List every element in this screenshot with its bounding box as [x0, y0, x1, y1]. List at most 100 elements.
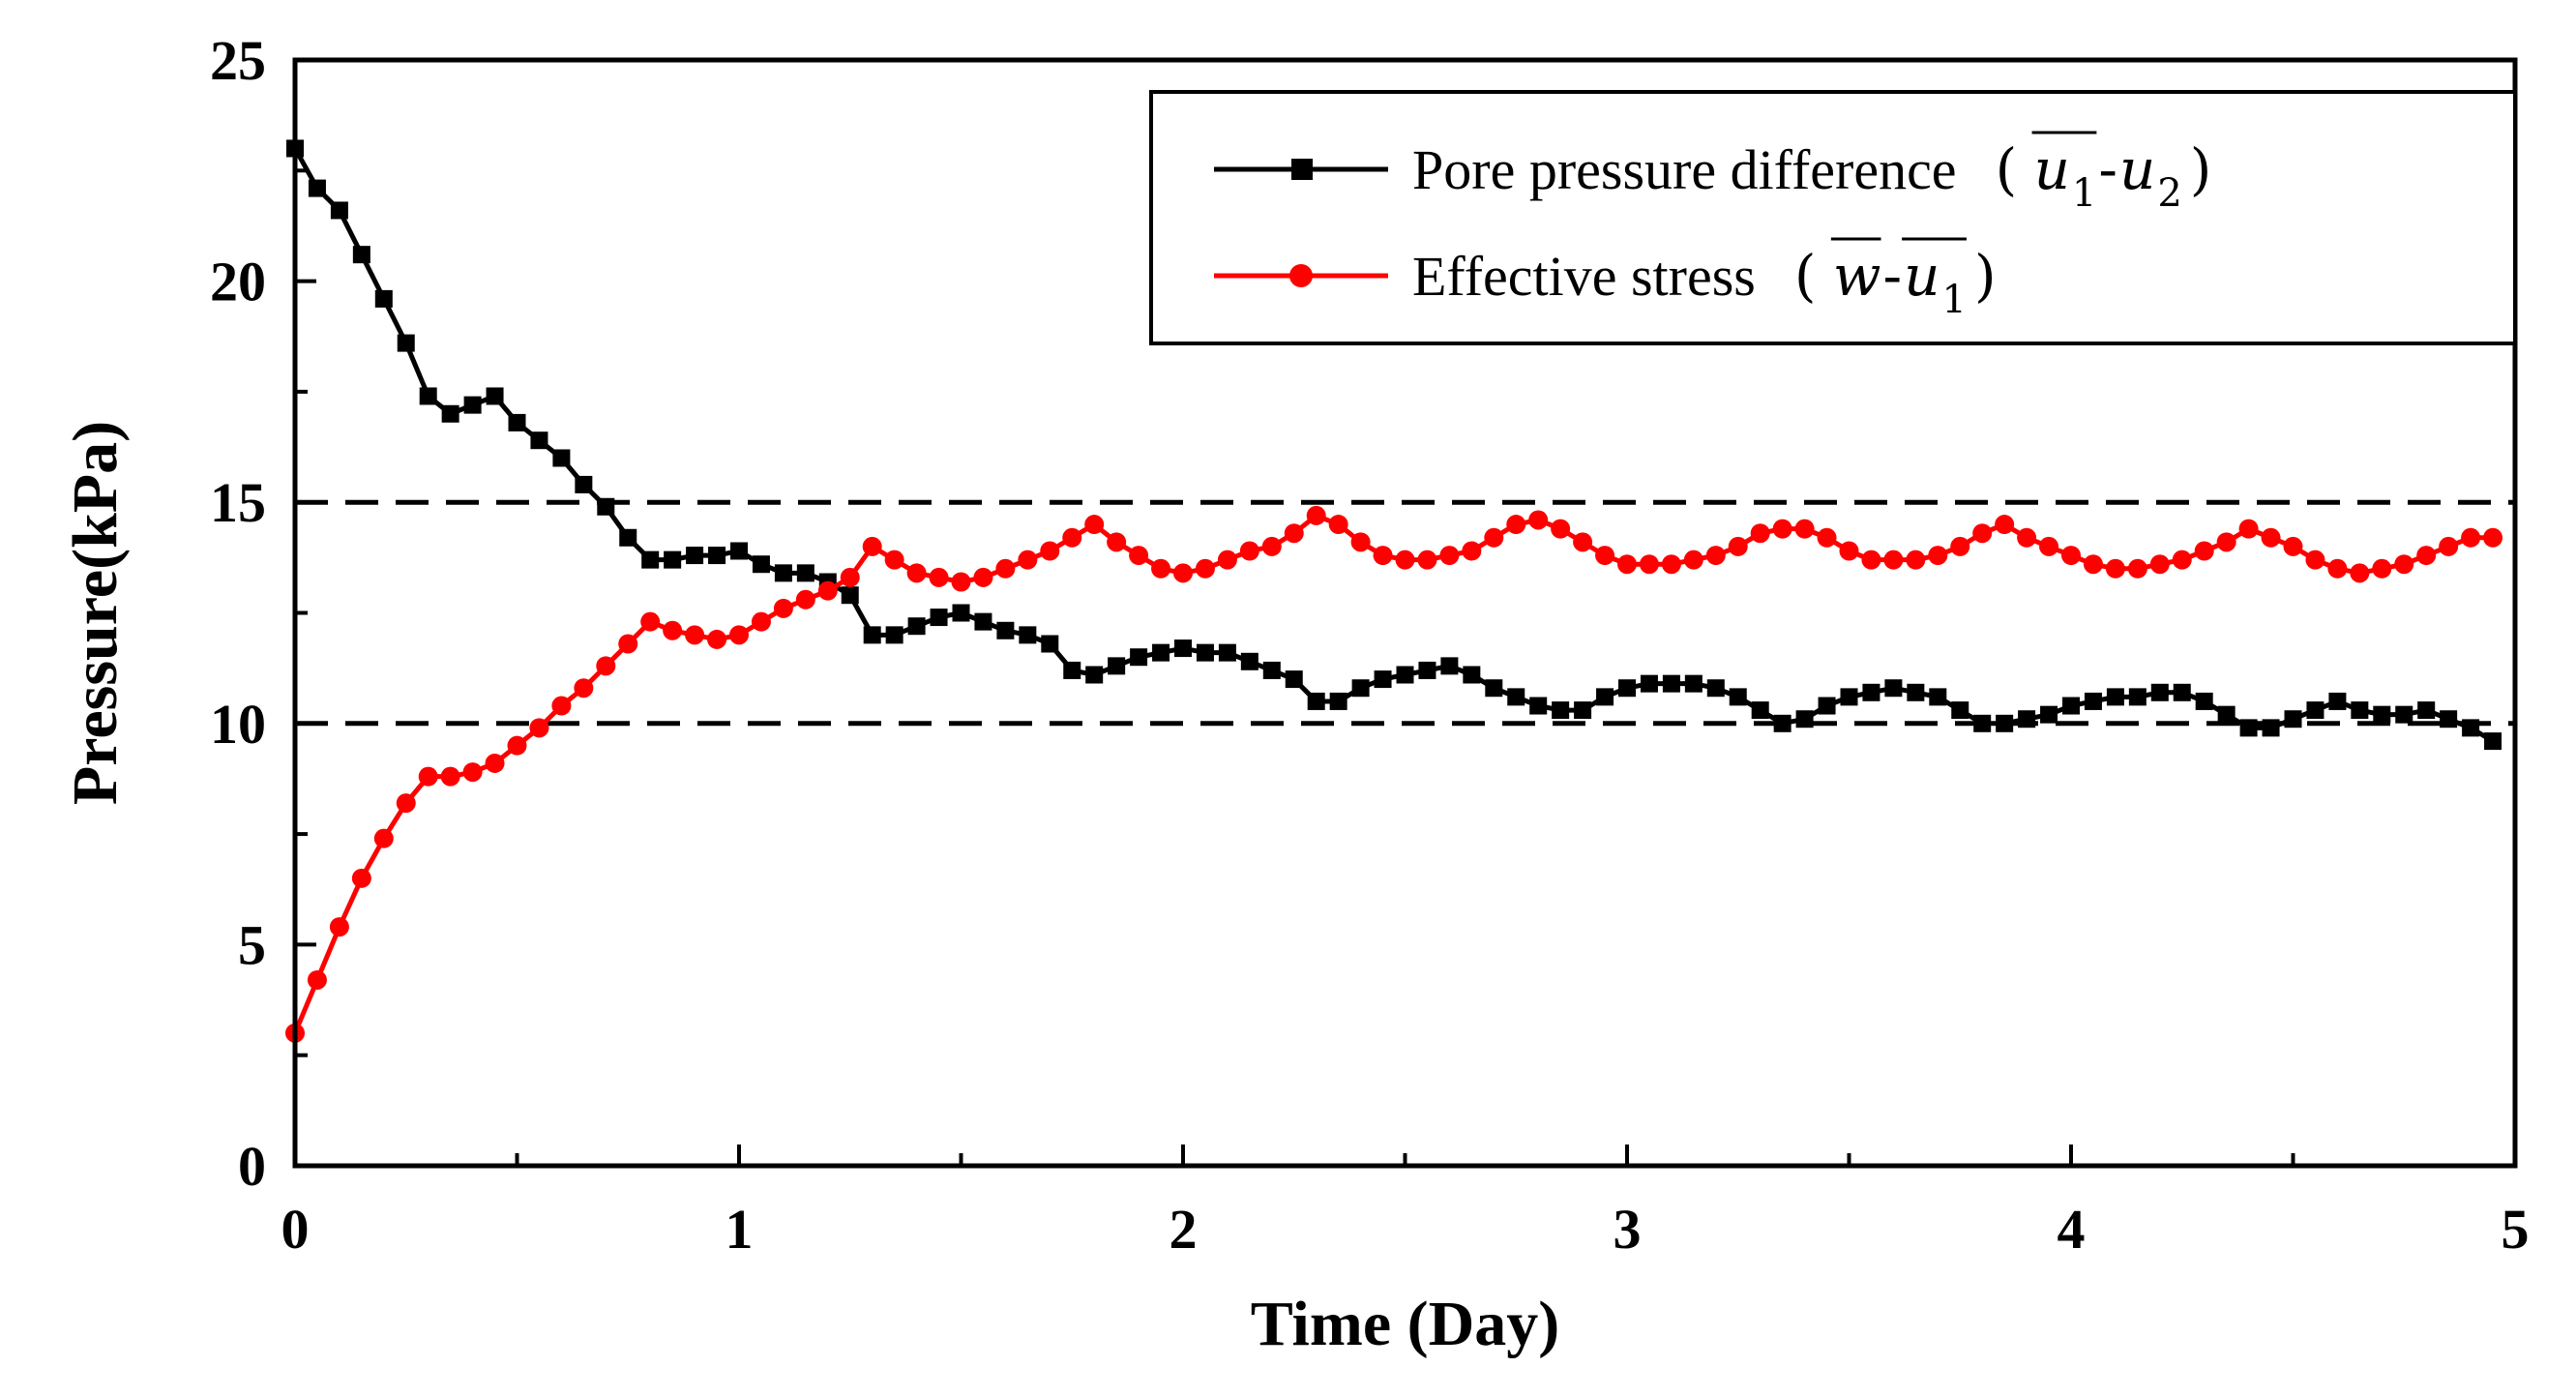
data-point: [1084, 515, 1105, 535]
legend: Pore pressure difference(u 1- u 2)Effective…: [1149, 90, 2517, 345]
data-point: [373, 828, 394, 848]
data-point: [930, 609, 948, 627]
data-point: [2484, 732, 2502, 751]
data-point: [974, 612, 992, 631]
data-point: [618, 634, 638, 654]
data-point: [2172, 550, 2192, 570]
data-point: [1018, 550, 1038, 570]
y-tick-label: 10: [210, 693, 266, 756]
data-point: [1552, 701, 1570, 720]
x-tick-label: 3: [1614, 1198, 1642, 1261]
data-point: [773, 598, 793, 618]
data-point: [1840, 688, 1858, 706]
data-point: [1485, 679, 1503, 698]
data-point: [551, 696, 572, 716]
data-point: [418, 766, 438, 787]
data-point: [1307, 692, 1325, 710]
data-point: [1995, 515, 2015, 535]
data-point: [1374, 670, 1392, 689]
legend-symbol: u: [2119, 136, 2155, 202]
data-point: [1795, 710, 1814, 728]
data-point: [308, 179, 326, 197]
data-point: [952, 604, 970, 622]
data-point: [885, 626, 903, 644]
data-point: [440, 766, 460, 787]
data-point: [1684, 674, 1703, 693]
data-point: [2127, 558, 2147, 579]
data-point: [2018, 710, 2036, 728]
data-point: [2461, 527, 2481, 548]
legend-item-pore-pressure-difference: Pore pressure difference(u 1- u 2): [1214, 131, 2212, 216]
data-point: [1817, 527, 1837, 548]
data-point: [2216, 532, 2236, 552]
data-point: [1573, 532, 1593, 552]
data-point: [1907, 683, 1925, 701]
data-point: [330, 201, 348, 220]
data-point: [2084, 692, 2102, 710]
data-point: [1417, 550, 1437, 570]
legend-close-paren: ): [2190, 136, 2212, 202]
data-point: [840, 567, 860, 587]
data-point: [351, 868, 371, 888]
data-point: [1196, 643, 1214, 662]
legend-dash: -: [2098, 136, 2117, 202]
series-line: [292, 513, 2494, 1034]
y-tick-label: 5: [238, 913, 266, 976]
data-point: [1728, 536, 1748, 556]
data-point: [2440, 710, 2458, 728]
data-point: [2106, 688, 2124, 706]
data-point: [1173, 563, 1193, 583]
data-point: [995, 558, 1016, 579]
data-point: [1884, 679, 1903, 698]
data-point: [730, 542, 748, 560]
data-point: [441, 404, 459, 423]
legend-box: [1149, 90, 2517, 345]
data-point: [552, 449, 571, 467]
data-point: [2483, 527, 2503, 548]
data-point: [2039, 536, 2059, 556]
data-point: [1195, 558, 1215, 579]
data-point: [1705, 546, 1726, 566]
legend-formula: (u 1- u 2): [1996, 131, 2212, 216]
data-point: [2149, 554, 2170, 575]
x-tick-label: 2: [1170, 1198, 1198, 1261]
data-point: [685, 625, 705, 645]
data-point: [1683, 550, 1703, 570]
data-point: [2150, 683, 2169, 701]
x-axis-title: Time (Day): [1251, 1289, 1560, 1359]
legend-symbol: u: [1904, 243, 1939, 309]
x-tick-label: 5: [2502, 1198, 2530, 1261]
data-point: [1262, 661, 1281, 679]
data-point: [1729, 688, 1747, 706]
data-point: [463, 396, 482, 414]
data-point: [2217, 705, 2235, 724]
data-point: [2283, 536, 2303, 556]
data-point: [2238, 519, 2259, 539]
data-point: [2372, 558, 2392, 579]
data-point: [2416, 546, 2437, 566]
data-point: [1772, 519, 1792, 539]
data-point: [1972, 523, 1993, 544]
legend-marker: [1289, 264, 1313, 287]
data-point: [462, 762, 483, 783]
data-point: [884, 550, 904, 570]
data-point: [1883, 550, 1904, 570]
legend-marker: [1291, 159, 1313, 180]
data-point: [2327, 558, 2348, 579]
axis-tick-labels: 0 1 2 3 4 5 0 5 10 15 20 25: [210, 29, 2530, 1261]
data-point: [574, 678, 594, 698]
data-point: [1107, 532, 1127, 552]
data-point: [1418, 661, 1436, 679]
legend-subscript: 1: [1941, 278, 1966, 322]
data-point: [1396, 666, 1414, 684]
data-point: [1528, 510, 1549, 530]
legend-open-paren: (: [1996, 136, 2018, 202]
data-point: [1773, 714, 1791, 732]
data-point: [396, 793, 416, 814]
data-point: [1973, 714, 1992, 732]
data-point: [1328, 515, 1348, 535]
data-point: [419, 387, 437, 405]
y-axis-title: Pressure(kPa): [60, 421, 131, 805]
data-point: [2373, 705, 2391, 724]
legend-formula: (w - u 1): [1794, 237, 1997, 322]
